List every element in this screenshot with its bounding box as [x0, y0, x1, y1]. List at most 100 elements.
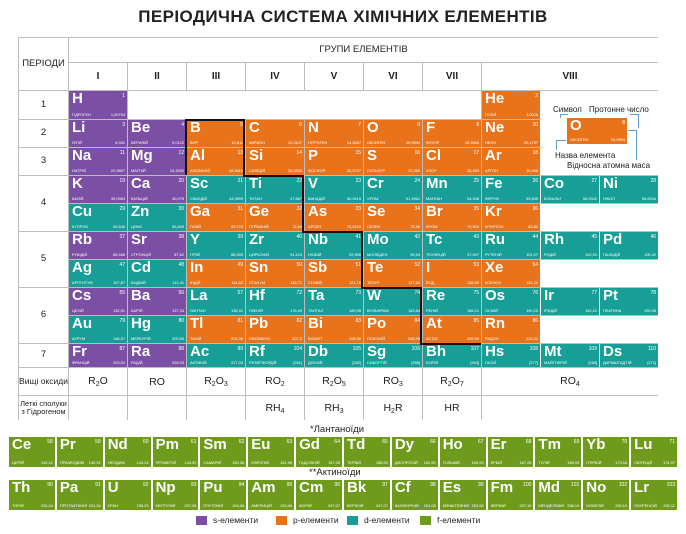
element-rf[interactable]: Rf 104 Резерфордій [261]	[246, 344, 304, 367]
element-sr[interactable]: Sr 38 Стронцій 87,62	[128, 232, 186, 259]
element-bk[interactable]: Bk 97 Берклій 247,07	[344, 480, 390, 510]
element-cd[interactable]: Cd 48 Кадмій 112,41	[128, 260, 186, 287]
element-ru[interactable]: Ru 44 Рутеній 101,07	[482, 232, 540, 259]
element-po[interactable]: Po 84 Полоній 208,98	[364, 316, 422, 343]
element-yb[interactable]: Yb 70 Ітербій 173,04	[583, 437, 630, 467]
element-zr[interactable]: Zr 40 Цирконій 91,224	[246, 232, 304, 259]
element-pr[interactable]: Pr 59 Празеодим 140,91	[56, 437, 103, 467]
element-nd[interactable]: Nd 60 Неодим 144,24	[104, 437, 151, 467]
element-fe[interactable]: Fe 26 Ферум 55,845	[482, 176, 540, 203]
element-tl[interactable]: Tl 81 Талій 204,38	[187, 316, 245, 343]
element-mg[interactable]: Mg 12 Магній 24,3050	[128, 148, 186, 175]
element-o[interactable]: O 8 Оксиген 15,9994	[364, 120, 422, 147]
element-ni[interactable]: Ni 28 Нікол 58,6934	[600, 176, 658, 203]
element-ac[interactable]: Ac 89 Актиній 227,03	[187, 344, 245, 367]
element-sc[interactable]: Sc 21 Скандій 44,9559	[187, 176, 245, 203]
element-te[interactable]: Te 52 Телур 127,60	[364, 260, 422, 287]
element-kr[interactable]: Kr 36 Криптон 83,80	[482, 204, 540, 231]
element-cf[interactable]: Cf 98 Каліфорній 251,08	[391, 480, 438, 510]
element-si[interactable]: Si 14 Силіцій 28,0855	[246, 148, 304, 175]
element-nb[interactable]: Nb 41 Ніобій 92,906	[305, 232, 363, 259]
element-ne[interactable]: Ne 10 Неон 20,1797	[482, 120, 540, 147]
element-ag[interactable]: Ag 47 Аргентум 107,87	[69, 260, 127, 287]
element-h[interactable]: H 1 Гідроген 1,00794	[69, 91, 127, 119]
element-pd[interactable]: Pd 46 Паладій 106,42	[600, 232, 658, 259]
element-ds[interactable]: Ds 110 Дармштадтій [271]	[600, 344, 658, 367]
element-sm[interactable]: Sm 62 Самарій 150,36	[200, 437, 247, 467]
element-cl[interactable]: Cl 17 Хлор 35,453	[423, 148, 481, 175]
element-mn[interactable]: Mn 25 Манган 54,938	[423, 176, 481, 203]
element-u[interactable]: U 92 Уран 238,03	[104, 480, 151, 510]
element-y[interactable]: Y 39 Ітрій 88,905	[187, 232, 245, 259]
element-pm[interactable]: Pm 61 Прометій 144,91	[152, 437, 199, 467]
element-pb[interactable]: Pb 82 Плюмбум 207,2	[246, 316, 304, 343]
element-ba[interactable]: Ba 56 Барій 137,33	[128, 288, 186, 315]
element-f[interactable]: F 9 Флуор 18,9984	[423, 120, 481, 147]
element-md[interactable]: Md 101 Менделевій 258,10	[535, 480, 582, 510]
element-ce[interactable]: Ce 58 Церій 140,12	[9, 437, 55, 467]
element-sn[interactable]: Sn 50 Станум 118,71	[246, 260, 304, 287]
element-fm[interactable]: Fm 100 Фермій 257,10	[487, 480, 534, 510]
element-v[interactable]: V 23 Ванадій 50,9415	[305, 176, 363, 203]
element-pu[interactable]: Pu 94 Плутоній 244,06	[200, 480, 247, 510]
element-tc[interactable]: Tc 43 Технецій 97,907	[423, 232, 481, 259]
element-n[interactable]: N 7 Нітроген 14,0067	[305, 120, 363, 147]
element-ge[interactable]: Ge 32 Германій 72,64	[246, 204, 304, 231]
element-bi[interactable]: Bi 83 Бісмут 208,98	[305, 316, 363, 343]
element-as[interactable]: As 33 Арсен 74,9216	[305, 204, 363, 231]
element-zn[interactable]: Zn 30 Цинк 65,409	[128, 204, 186, 231]
element-cu[interactable]: Cu 29 Купрум 63,546	[69, 204, 127, 231]
element-ho[interactable]: Ho 67 Гольмій 164,93	[439, 437, 486, 467]
element-he[interactable]: He 2 Гелій 4,0026	[482, 91, 540, 119]
element-be[interactable]: Be 4 Берилій 9,0122	[128, 120, 186, 147]
element-ar[interactable]: Ar 18 Аргон 39,948	[482, 148, 540, 175]
element-la[interactable]: La 57 Лантан 138,91	[187, 288, 245, 315]
element-cr[interactable]: Cr 24 Хром 51,9961	[364, 176, 422, 203]
element-bh[interactable]: Bh 107 Борій [264]	[423, 344, 481, 367]
element-w[interactable]: W 74 Вольфрам 183,84	[364, 288, 422, 315]
element-in[interactable]: In 49 Індій 114,82	[187, 260, 245, 287]
element-ti[interactable]: Ti 22 Титан 47,867	[246, 176, 304, 203]
element-fr[interactable]: Fr 87 Францій 223,02	[69, 344, 127, 367]
element-hf[interactable]: Hf 72 Гафній 178,49	[246, 288, 304, 315]
element-rb[interactable]: Rb 37 Рубідій 85,468	[69, 232, 127, 259]
element-es[interactable]: Es 99 Ейнштейній 252,08	[439, 480, 486, 510]
element-ta[interactable]: Ta 73 Тантал 180,95	[305, 288, 363, 315]
element-dy[interactable]: Dy 66 Диспрозій 162,50	[391, 437, 438, 467]
element-td[interactable]: Td 65 Тербій 158,93	[344, 437, 390, 467]
element-au[interactable]: Au 79 Аурум 196,97	[69, 316, 127, 343]
element-mo[interactable]: Mo 42 Молібден 95,94	[364, 232, 422, 259]
element-at[interactable]: At 85 Астат 209,99	[423, 316, 481, 343]
element-ra[interactable]: Ra 88 Радій 226,03	[128, 344, 186, 367]
element-rh[interactable]: Rh 45 Родій 102,91	[541, 232, 599, 259]
element-db[interactable]: Db 105 Дубній [262]	[305, 344, 363, 367]
element-ir[interactable]: Ir 77 Іридій 192,22	[541, 288, 599, 315]
element-na[interactable]: Na 11 Натрій 22,9897	[69, 148, 127, 175]
element-xe[interactable]: Xe 54 Ксенон 131,29	[482, 260, 540, 287]
element-sb[interactable]: Sb 51 Стибій 121,76	[305, 260, 363, 287]
element-os[interactable]: Os 76 Осмій 190,23	[482, 288, 540, 315]
element-eu[interactable]: Eu 63 Європій 151,96	[248, 437, 295, 467]
element-sg[interactable]: Sg 106 Сиборгій [266]	[364, 344, 422, 367]
element-pa[interactable]: Pa 91 Протактиній 231,04	[56, 480, 103, 510]
element-k[interactable]: K 19 Калій 39,0983	[69, 176, 127, 203]
element-tm[interactable]: Tm 69 Тулій 168,93	[535, 437, 582, 467]
element-ca[interactable]: Ca 20 Кальцій 40,078	[128, 176, 186, 203]
element-pt[interactable]: Pt 78 Платина 195,08	[600, 288, 658, 315]
element-np[interactable]: Np 93 Нептуній 237,05	[152, 480, 199, 510]
element-no[interactable]: No 102 Нобелій 259,10	[583, 480, 630, 510]
element-cs[interactable]: Cs 55 Цезій 132,91	[69, 288, 127, 315]
element-lr[interactable]: Lr 103 Лоуренсій 262,11	[631, 480, 677, 510]
element-cm[interactable]: Cm 96 Кюрій 247,07	[296, 480, 342, 510]
element-rn[interactable]: Rn 86 Радон 222,02	[482, 316, 540, 343]
element-hg[interactable]: Hg 80 Меркурій 200,59	[128, 316, 186, 343]
element-re[interactable]: Re 75 Реній 186,21	[423, 288, 481, 315]
element-i[interactable]: I 53 Йод 126,90	[423, 260, 481, 287]
element-lu[interactable]: Lu 71 Лютецій 174,97	[631, 437, 677, 467]
element-th[interactable]: Th 90 Торій 232,04	[9, 480, 55, 510]
element-ga[interactable]: Ga 31 Галій 69,723	[187, 204, 245, 231]
element-s[interactable]: S 16 Сульфур 32,065	[364, 148, 422, 175]
element-p[interactable]: P 15 Фосфор 30,9737	[305, 148, 363, 175]
element-se[interactable]: Se 34 Селен 78,96	[364, 204, 422, 231]
element-hs[interactable]: Hs 108 Гасій [277]	[482, 344, 540, 367]
